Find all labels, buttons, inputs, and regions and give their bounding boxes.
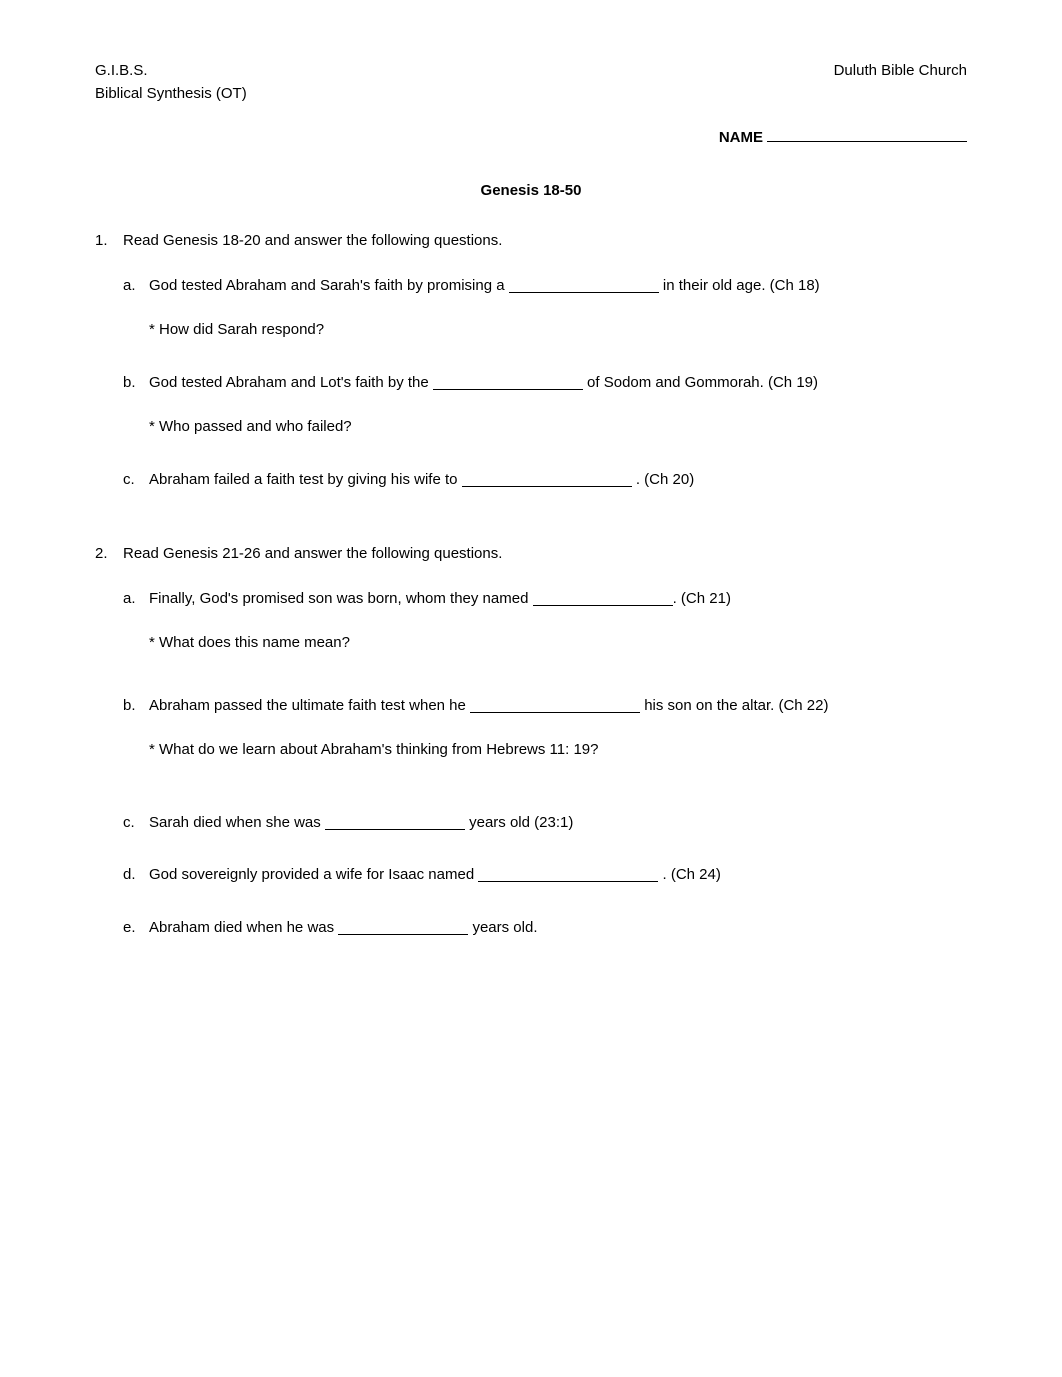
header-right: Duluth Bible Church bbox=[834, 60, 967, 105]
q2-a: a. Finally, God's promised son was born,… bbox=[123, 588, 967, 611]
q1-a-part1: God tested Abraham and Sarah's faith by … bbox=[149, 277, 509, 294]
q2-a-follow: * What does this name mean? bbox=[149, 632, 967, 655]
q2-c-part1: Sarah died when she was bbox=[149, 814, 325, 831]
q2-a-letter: a. bbox=[123, 588, 149, 611]
worksheet-title: Genesis 18-50 bbox=[95, 180, 967, 203]
q1-b: b. God tested Abraham and Lot's faith by… bbox=[123, 372, 967, 395]
q2-a-text: Finally, God's promised son was born, wh… bbox=[149, 588, 967, 611]
q2-c-part2: years old (23:1) bbox=[465, 814, 573, 831]
q2-e-letter: e. bbox=[123, 917, 149, 940]
q1-b-follow: * Who passed and who failed? bbox=[149, 416, 967, 439]
q1-c-part2: . (Ch 20) bbox=[632, 471, 695, 488]
q1-b-part1: God tested Abraham and Lot's faith by th… bbox=[149, 374, 433, 391]
q2-main: 2. Read Genesis 21-26 and answer the fol… bbox=[95, 543, 967, 566]
name-blank[interactable] bbox=[767, 141, 967, 142]
q2-c-letter: c. bbox=[123, 812, 149, 835]
q2-e: e. Abraham died when he was years old. bbox=[123, 917, 967, 940]
name-field-row: NAME bbox=[95, 127, 967, 150]
q1-b-letter: b. bbox=[123, 372, 149, 395]
q2-d: d. God sovereignly provided a wife for I… bbox=[123, 864, 967, 887]
name-label: NAME bbox=[719, 127, 763, 150]
q2-d-part2: . (Ch 24) bbox=[658, 866, 721, 883]
q2-text: Read Genesis 21-26 and answer the follow… bbox=[123, 543, 967, 566]
question-1: 1. Read Genesis 18-20 and answer the fol… bbox=[95, 230, 967, 491]
q1-b-blank[interactable] bbox=[433, 389, 583, 390]
q2-b-blank[interactable] bbox=[470, 712, 640, 713]
q1-a-follow: * How did Sarah respond? bbox=[149, 319, 967, 342]
q1-b-text: God tested Abraham and Lot's faith by th… bbox=[149, 372, 967, 395]
q2-a-blank[interactable] bbox=[533, 605, 673, 606]
q2-e-blank[interactable] bbox=[338, 934, 468, 935]
q2-d-letter: d. bbox=[123, 864, 149, 887]
q1-main: 1. Read Genesis 18-20 and answer the fol… bbox=[95, 230, 967, 253]
course-title: Biblical Synthesis (OT) bbox=[95, 83, 247, 106]
q1-a: a. God tested Abraham and Sarah's faith … bbox=[123, 275, 967, 298]
q2-b-text: Abraham passed the ultimate faith test w… bbox=[149, 695, 967, 718]
q1-text: Read Genesis 18-20 and answer the follow… bbox=[123, 230, 967, 253]
q2-c: c. Sarah died when she was years old (23… bbox=[123, 812, 967, 835]
q2-number: 2. bbox=[95, 543, 123, 566]
q2-b-letter: b. bbox=[123, 695, 149, 718]
q2-b-part2: his son on the altar. (Ch 22) bbox=[640, 697, 828, 714]
q1-c-letter: c. bbox=[123, 469, 149, 492]
course-code: G.I.B.S. bbox=[95, 60, 247, 83]
q1-a-letter: a. bbox=[123, 275, 149, 298]
q2-a-part2: . (Ch 21) bbox=[673, 590, 731, 607]
q1-a-text: God tested Abraham and Sarah's faith by … bbox=[149, 275, 967, 298]
q2-d-part1: God sovereignly provided a wife for Isaa… bbox=[149, 866, 478, 883]
q2-d-text: God sovereignly provided a wife for Isaa… bbox=[149, 864, 967, 887]
q2-e-part1: Abraham died when he was bbox=[149, 919, 338, 936]
q1-number: 1. bbox=[95, 230, 123, 253]
q1-c: c. Abraham failed a faith test by giving… bbox=[123, 469, 967, 492]
q1-c-text: Abraham failed a faith test by giving hi… bbox=[149, 469, 967, 492]
question-2: 2. Read Genesis 21-26 and answer the fol… bbox=[95, 543, 967, 939]
q2-c-text: Sarah died when she was years old (23:1) bbox=[149, 812, 967, 835]
q2-e-text: Abraham died when he was years old. bbox=[149, 917, 967, 940]
q2-c-blank[interactable] bbox=[325, 829, 465, 830]
q1-c-blank[interactable] bbox=[462, 486, 632, 487]
q1-c-part1: Abraham failed a faith test by giving hi… bbox=[149, 471, 462, 488]
q2-a-part1: Finally, God's promised son was born, wh… bbox=[149, 590, 533, 607]
q1-a-part2: in their old age. (Ch 18) bbox=[659, 277, 820, 294]
q1-b-part2: of Sodom and Gommorah. (Ch 19) bbox=[583, 374, 818, 391]
q1-a-blank[interactable] bbox=[509, 292, 659, 293]
q2-b-part1: Abraham passed the ultimate faith test w… bbox=[149, 697, 470, 714]
q2-b: b. Abraham passed the ultimate faith tes… bbox=[123, 695, 967, 718]
q2-b-follow: * What do we learn about Abraham's think… bbox=[149, 739, 967, 762]
page-header: G.I.B.S. Biblical Synthesis (OT) Duluth … bbox=[95, 60, 967, 105]
header-left: G.I.B.S. Biblical Synthesis (OT) bbox=[95, 60, 247, 105]
church-name: Duluth Bible Church bbox=[834, 60, 967, 83]
q2-e-part2: years old. bbox=[468, 919, 537, 936]
q2-d-blank[interactable] bbox=[478, 881, 658, 882]
